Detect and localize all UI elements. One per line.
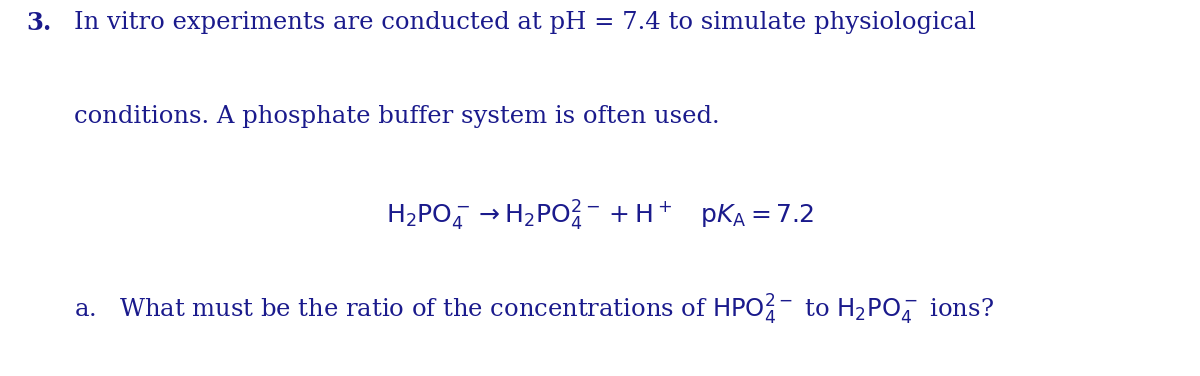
- Text: a.   What must be the ratio of the concentrations of $\mathrm{HPO_4^{2-}}$ to $\: a. What must be the ratio of the concent…: [74, 293, 995, 327]
- Text: In vitro experiments are conducted at pH = 7.4 to simulate physiological: In vitro experiments are conducted at pH…: [74, 11, 977, 34]
- Text: 3.: 3.: [26, 11, 52, 35]
- Text: $\mathrm{H_2PO_4^-} \rightarrow \mathrm{H_2PO_4^{2-}} + \mathrm{H^+}$$\quad \mat: $\mathrm{H_2PO_4^-} \rightarrow \mathrm{…: [386, 199, 814, 233]
- Text: conditions. A phosphate buffer system is often used.: conditions. A phosphate buffer system is…: [74, 105, 720, 128]
